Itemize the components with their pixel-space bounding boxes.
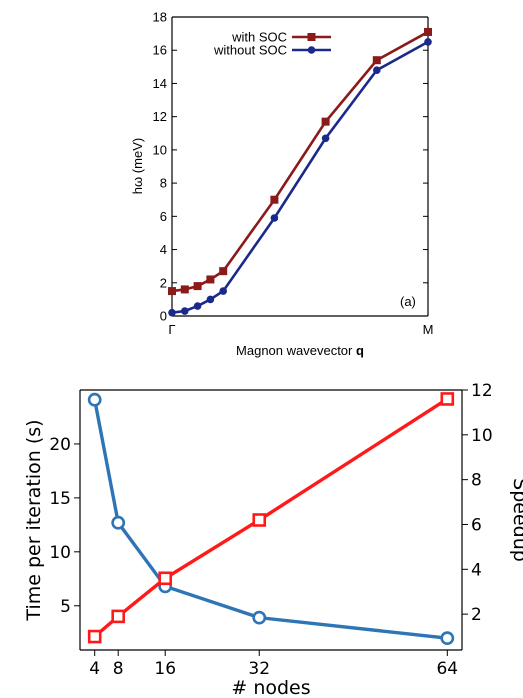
p1-y-tick-label: 12 — [153, 109, 167, 124]
p2-right-tick-label: 10 — [471, 426, 493, 446]
p1-point-with-soc — [321, 117, 330, 126]
p1-legend-marker-with-soc — [307, 33, 316, 41]
p1-point-with-soc — [168, 287, 176, 296]
p1-point-without-soc — [424, 38, 432, 46]
p2-right-tick-label: 6 — [471, 515, 482, 535]
p1-series-with-soc-line — [171, 30, 429, 293]
p2-series-time-line — [93, 399, 448, 640]
p1-point-without-soc — [219, 287, 227, 295]
p1-y-tick-label: 14 — [153, 76, 167, 91]
p2-x-axis-label: # nodes — [231, 677, 310, 698]
p1-point-without-soc — [168, 308, 176, 317]
p1-point-with-soc — [206, 275, 215, 284]
p2-x-tick-label: 32 — [248, 659, 270, 679]
p2-left-tick-label: 5 — [60, 597, 71, 617]
p2-right-tick-label: 2 — [471, 605, 482, 625]
p1-point-with-soc — [270, 195, 279, 204]
p1-y-tick-label: 8 — [160, 176, 167, 191]
p2-axes — [79, 389, 463, 651]
p1-x-tick-label: M — [423, 322, 434, 337]
p2-left-tick-label: 10 — [49, 543, 71, 563]
p2-x-ticks: 4 8 16 32 64 — [89, 650, 458, 679]
p1-y-tick-label: 6 — [160, 209, 167, 224]
p2-point-speedup — [252, 513, 267, 527]
p1-legend-label-with-soc: with SOC — [231, 30, 287, 45]
p1-y-ticks: 0 2 4 6 8 10 12 14 16 18 — [153, 10, 428, 324]
p1-y-tick-label: 10 — [153, 142, 167, 157]
p1-y-tick-label: 18 — [153, 10, 167, 25]
p2-point-speedup — [158, 571, 173, 586]
p2-x-tick-label: 16 — [154, 659, 176, 679]
p1-panel-label: (a) — [400, 294, 416, 309]
p1-point-without-soc — [193, 302, 202, 310]
p2-series-speedup-line — [93, 397, 449, 638]
p1-point-without-soc — [206, 295, 215, 304]
p2-point-speedup — [440, 392, 455, 406]
p2-point-time — [87, 392, 102, 407]
p1-point-without-soc — [373, 66, 381, 74]
p1-x-axis-label-text: Magnon wavevector — [236, 343, 353, 358]
p1-point-with-soc — [219, 267, 228, 276]
p2-right-tick-label: 12 — [471, 381, 493, 401]
p2-left-tick-label: 20 — [49, 435, 71, 455]
p1-legend-label-without-soc: without SOC — [213, 43, 287, 58]
p1-point-without-soc — [181, 307, 189, 315]
p2-x-tick-label: 64 — [436, 659, 458, 679]
p1-y-tick-label: 16 — [153, 43, 167, 58]
p2-point-speedup — [111, 609, 125, 624]
p1-point-without-soc — [321, 134, 330, 143]
p1-series-without-soc-line — [171, 40, 429, 314]
p2-right-axis-label: Speedup — [509, 478, 523, 562]
p2-x-tick-label: 8 — [113, 659, 124, 679]
p1-point-with-soc — [193, 282, 202, 291]
p2-x-tick-label: 4 — [89, 659, 100, 679]
p1-point-with-soc — [372, 56, 381, 65]
p1-y-tick-label: 0 — [160, 309, 167, 324]
p2-right-tick-label: 4 — [471, 560, 482, 580]
p2-left-tick-label: 15 — [49, 489, 71, 509]
p2-left-ticks: 5 10 15 20 — [49, 435, 80, 617]
p1-x-axis-label-bold: q — [356, 343, 364, 358]
p2-point-time — [252, 610, 267, 625]
p1-axes — [171, 16, 429, 317]
p2-left-axis-label: Time per iteration (s) — [23, 419, 45, 621]
p1-x-tick-label: Γ — [168, 322, 175, 337]
p1-legend-marker-without-soc — [307, 46, 316, 54]
p1-x-axis-label: Magnon wavevector q — [236, 343, 364, 358]
p2-right-tick-label: 8 — [471, 471, 482, 491]
p2-point-speedup — [87, 629, 102, 644]
p2-right-ticks: 2 4 6 8 10 12 — [462, 381, 493, 625]
p1-y-tick-label: 2 — [160, 275, 167, 290]
p2-series — [87, 392, 455, 646]
p1-point-with-soc — [424, 27, 432, 36]
p1-point-without-soc — [270, 214, 279, 222]
p1-y-tick-label: 4 — [160, 242, 167, 257]
p2-point-time — [440, 631, 455, 646]
p1-point-with-soc — [180, 285, 189, 294]
p1-series — [168, 27, 432, 317]
p1-y-axis-label: hω (meV) — [130, 138, 145, 194]
p2-point-time — [111, 515, 126, 530]
